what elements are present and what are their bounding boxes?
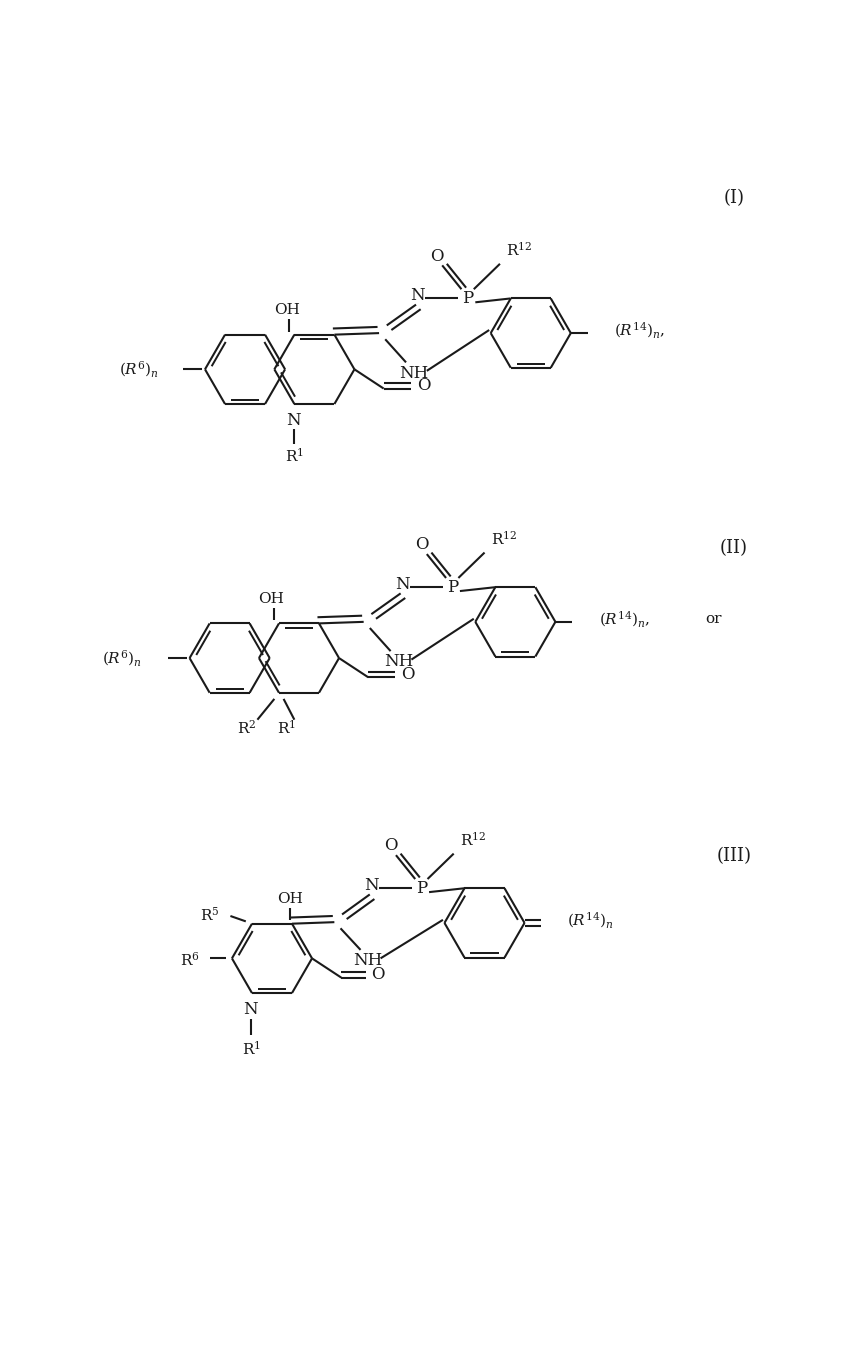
Text: OH: OH [278,892,304,906]
Text: R$^2$: R$^2$ [237,718,256,736]
Text: O: O [430,247,444,265]
Text: N: N [394,576,409,592]
Text: $(R^6)_n$: $(R^6)_n$ [102,648,142,668]
Text: P: P [416,880,427,896]
Text: N: N [364,877,379,894]
Text: P: P [462,291,473,307]
Text: R$^1$: R$^1$ [277,718,296,736]
Text: R$^1$: R$^1$ [285,447,304,464]
Text: R$^1$: R$^1$ [241,1039,260,1058]
Text: R$^{12}$: R$^{12}$ [460,831,486,849]
Text: O: O [417,378,431,394]
Text: $(R^{14})_n$: $(R^{14})_n$ [567,910,613,930]
Text: R$^{12}$: R$^{12}$ [506,240,532,259]
Text: O: O [371,966,385,983]
Text: O: O [384,838,397,854]
Text: OH: OH [259,592,285,606]
Text: R$^6$: R$^6$ [180,951,200,968]
Text: O: O [414,536,428,553]
Text: NH: NH [384,653,413,671]
Text: N: N [243,1001,258,1018]
Text: OH: OH [273,303,299,316]
Text: (II): (II) [720,539,748,557]
Text: NH: NH [399,365,428,382]
Text: O: O [401,665,415,683]
Text: (III): (III) [716,847,752,865]
Text: (I): (I) [723,189,745,206]
Text: or: or [705,611,721,626]
Text: R$^5$: R$^5$ [200,906,220,923]
Text: P: P [446,579,458,596]
Text: NH: NH [353,952,382,970]
Text: $(R^{14})_n,$: $(R^{14})_n,$ [614,320,666,340]
Text: $(R^6)_n$: $(R^6)_n$ [119,360,159,379]
Text: N: N [410,287,425,304]
Text: R$^{12}$: R$^{12}$ [490,530,517,547]
Text: N: N [286,413,301,429]
Text: $(R^{14})_n,$: $(R^{14})_n,$ [599,608,650,629]
